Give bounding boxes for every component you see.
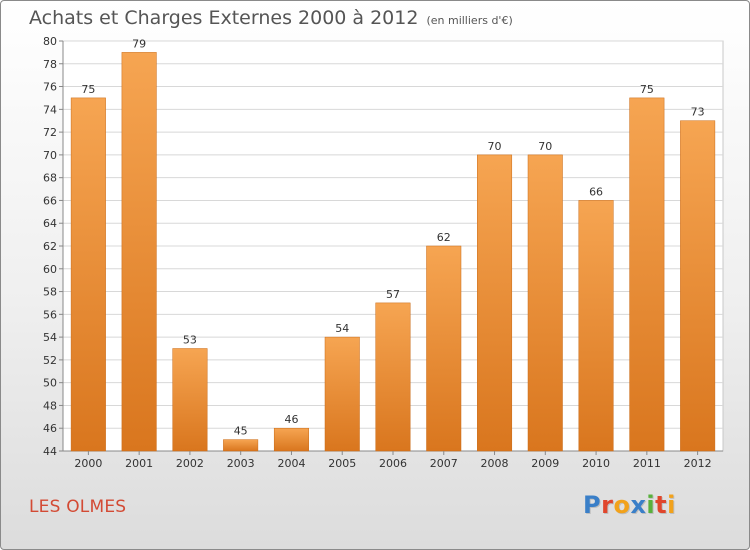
y-tick-label: 78 xyxy=(43,58,57,71)
y-tick-label: 50 xyxy=(43,377,57,390)
y-tick-label: 44 xyxy=(43,445,57,458)
x-tick-label: 2008 xyxy=(481,457,509,470)
x-tick-label: 2002 xyxy=(176,457,204,470)
chart-title-text: Achats et Charges Externes 2000 à 2012 xyxy=(29,7,419,29)
city-name: LES OLMES xyxy=(29,497,127,517)
x-tick-label: 2006 xyxy=(379,457,407,470)
data-label: 57 xyxy=(386,288,400,301)
y-tick-label: 48 xyxy=(43,399,57,412)
x-tick-label: 2007 xyxy=(430,457,458,470)
data-label: 75 xyxy=(81,83,95,96)
bar xyxy=(629,97,665,452)
logo-letter: o xyxy=(613,491,631,519)
y-tick-label: 74 xyxy=(43,103,57,116)
y-tick-label: 46 xyxy=(43,422,57,435)
y-tick-label: 60 xyxy=(43,263,57,276)
x-tick-label: 2001 xyxy=(125,457,153,470)
bar xyxy=(680,120,716,452)
bar xyxy=(70,97,106,452)
bar xyxy=(273,427,309,452)
bar xyxy=(375,302,411,452)
bar xyxy=(477,154,513,452)
y-tick-label: 54 xyxy=(43,331,57,344)
bar xyxy=(223,439,259,452)
proxiti-logo: Proxiti xyxy=(583,491,676,519)
data-label: 73 xyxy=(691,106,705,119)
y-tick-label: 56 xyxy=(43,308,57,321)
data-label: 53 xyxy=(183,334,197,347)
y-tick-label: 80 xyxy=(43,35,57,48)
data-label: 66 xyxy=(589,185,603,198)
data-label: 70 xyxy=(488,140,502,153)
logo-letter: i xyxy=(646,491,656,519)
y-tick-label: 72 xyxy=(43,126,57,139)
data-label: 45 xyxy=(234,425,248,438)
x-tick-label: 2003 xyxy=(227,457,255,470)
x-tick-label: 2011 xyxy=(633,457,661,470)
x-tick-label: 2004 xyxy=(277,457,305,470)
y-tick-label: 68 xyxy=(43,172,57,185)
y-tick-label: 76 xyxy=(43,81,57,94)
x-tick-label: 2012 xyxy=(684,457,712,470)
bar xyxy=(172,348,208,452)
chart-title: Achats et Charges Externes 2000 à 2012 (e… xyxy=(29,7,513,29)
x-tick-label: 2009 xyxy=(531,457,559,470)
y-tick-label: 62 xyxy=(43,240,57,253)
bar xyxy=(578,200,614,452)
bar xyxy=(324,336,360,452)
logo-letter: x xyxy=(630,491,647,519)
data-label: 79 xyxy=(132,37,146,50)
data-label: 62 xyxy=(437,231,451,244)
logo-letter: P xyxy=(583,491,602,519)
x-tick-label: 2005 xyxy=(328,457,356,470)
data-label: 54 xyxy=(335,322,349,335)
logo-letter: t xyxy=(655,491,668,519)
data-label: 46 xyxy=(284,413,298,426)
logo-letter: r xyxy=(601,491,614,519)
bar xyxy=(121,52,157,452)
data-label: 75 xyxy=(640,83,654,96)
y-tick-label: 52 xyxy=(43,354,57,367)
x-tick-label: 2000 xyxy=(74,457,102,470)
y-tick-label: 58 xyxy=(43,286,57,299)
logo-letter: i xyxy=(667,491,676,519)
y-tick-label: 66 xyxy=(43,194,57,207)
y-tick-label: 70 xyxy=(43,149,57,162)
x-tick-label: 2010 xyxy=(582,457,610,470)
bar xyxy=(426,245,462,452)
bar xyxy=(527,154,563,452)
chart-subtitle: (en milliers d'€) xyxy=(426,14,513,27)
data-label: 70 xyxy=(538,140,552,153)
y-tick-label: 64 xyxy=(43,217,57,230)
